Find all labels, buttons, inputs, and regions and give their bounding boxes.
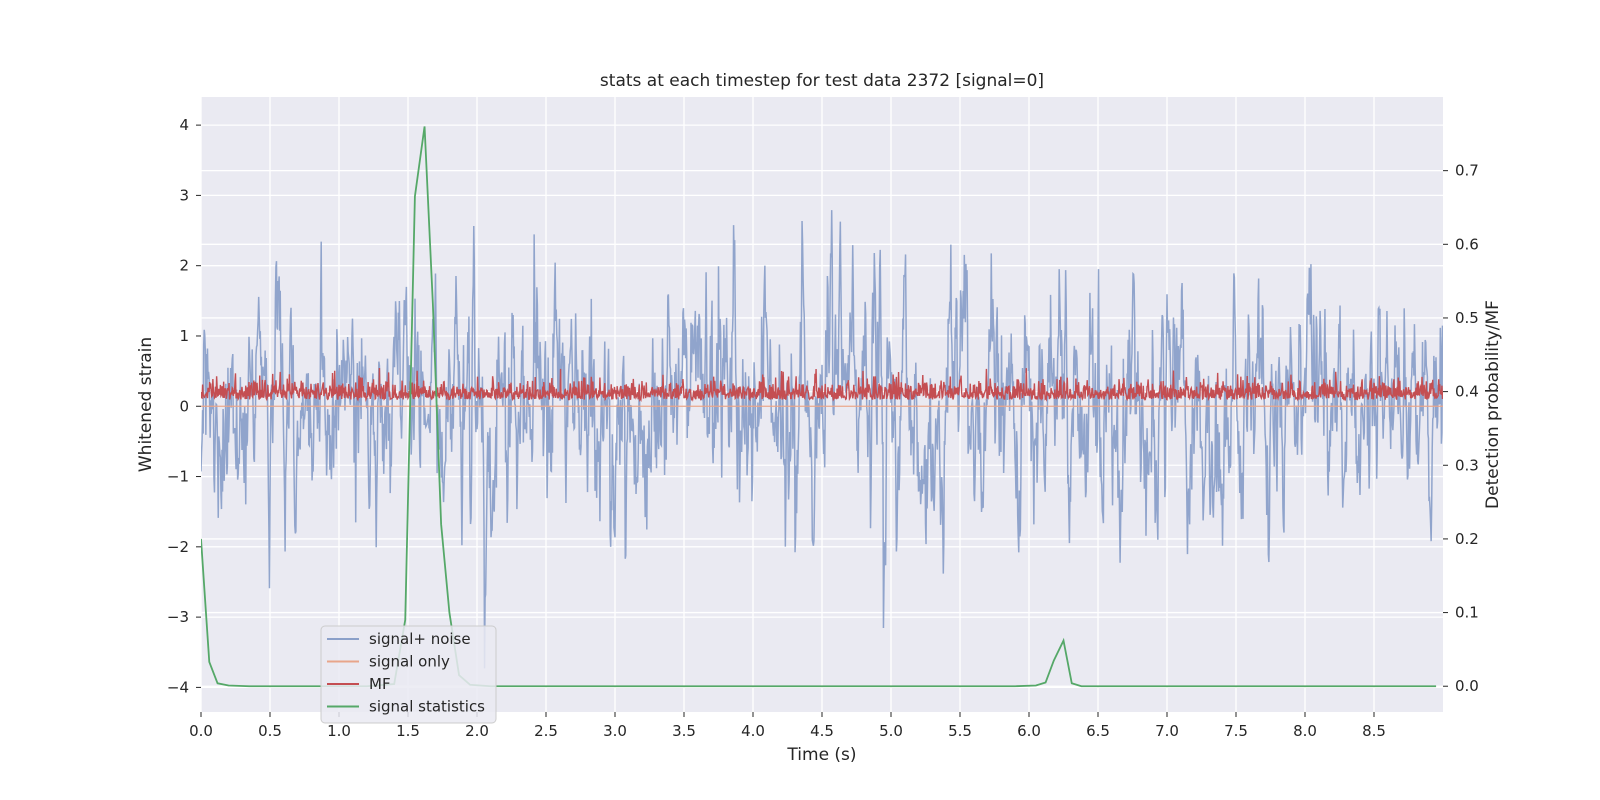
y-tick-label: 0 bbox=[179, 397, 189, 415]
x-tick-label: 3.5 bbox=[672, 722, 696, 740]
y-axis-label: Whitened strain bbox=[136, 337, 156, 472]
legend-entry: signal statistics bbox=[369, 698, 485, 716]
x-tick-label: 4.0 bbox=[741, 722, 765, 740]
y2-tick-label: 0.0 bbox=[1455, 677, 1479, 695]
y-tick-label: 3 bbox=[179, 186, 189, 204]
x-tick-label: 8.0 bbox=[1293, 722, 1317, 740]
y2-tick-label: 0.2 bbox=[1455, 530, 1479, 548]
series-layer bbox=[201, 126, 1443, 688]
x-tick-label: 0.5 bbox=[258, 722, 282, 740]
x-tick-label: 7.0 bbox=[1155, 722, 1179, 740]
y2-tick-label: 0.6 bbox=[1455, 235, 1479, 253]
x-tick-label: 2.5 bbox=[534, 722, 558, 740]
legend-entry: MF bbox=[369, 675, 391, 693]
y-tick-label: −3 bbox=[167, 608, 189, 626]
y2-tick-label: 0.1 bbox=[1455, 604, 1479, 622]
y-tick-label: −1 bbox=[167, 468, 189, 486]
y-axis-right: 0.0 0.1 0.2 0.3 0.4 0.5 0.6 0.7 bbox=[1443, 162, 1479, 695]
y-tick-label: 2 bbox=[179, 257, 189, 275]
x-tick-label: 1.0 bbox=[327, 722, 351, 740]
x-tick-label: 5.5 bbox=[948, 722, 972, 740]
y-tick-label: 4 bbox=[179, 116, 189, 134]
series-mf-line bbox=[201, 367, 1443, 403]
x-tick-label: 2.0 bbox=[465, 722, 489, 740]
y-tick-label: −4 bbox=[167, 678, 189, 696]
x-tick-label: 3.0 bbox=[603, 722, 627, 740]
x-tick-label: 7.5 bbox=[1224, 722, 1248, 740]
y-tick-label: 1 bbox=[179, 327, 189, 345]
y-axis-left: −4 −3 −2 −1 0 1 2 3 4 bbox=[167, 116, 201, 696]
x-axis-label: Time (s) bbox=[786, 745, 856, 765]
y2-axis-label: Detection probability/MF bbox=[1483, 300, 1503, 509]
y2-tick-label: 0.7 bbox=[1455, 162, 1479, 180]
chart-title: stats at each timestep for test data 237… bbox=[600, 71, 1044, 91]
x-tick-label: 8.5 bbox=[1362, 722, 1386, 740]
x-tick-label: 1.5 bbox=[396, 722, 420, 740]
legend-entry: signal only bbox=[369, 653, 450, 671]
x-tick-label: 4.5 bbox=[810, 722, 834, 740]
y2-tick-label: 0.5 bbox=[1455, 309, 1479, 327]
x-tick-label: 6.0 bbox=[1017, 722, 1041, 740]
legend: signal+ noise signal only MF signal statist… bbox=[320, 625, 497, 724]
y-tick-label: −2 bbox=[167, 538, 189, 556]
y2-tick-label: 0.4 bbox=[1455, 383, 1479, 401]
legend-box bbox=[320, 625, 497, 724]
x-tick-label: 0.0 bbox=[189, 722, 213, 740]
y2-tick-label: 0.3 bbox=[1455, 456, 1479, 474]
x-axis: 0.0 0.5 1.0 1.5 2.0 2.5 3.0 3.5 4.0 4.5 5.0 5.5 6.0 6… bbox=[189, 712, 1386, 740]
legend-entry: signal+ noise bbox=[369, 630, 471, 648]
x-tick-label: 5.0 bbox=[879, 722, 903, 740]
x-tick-label: 6.5 bbox=[1086, 722, 1110, 740]
